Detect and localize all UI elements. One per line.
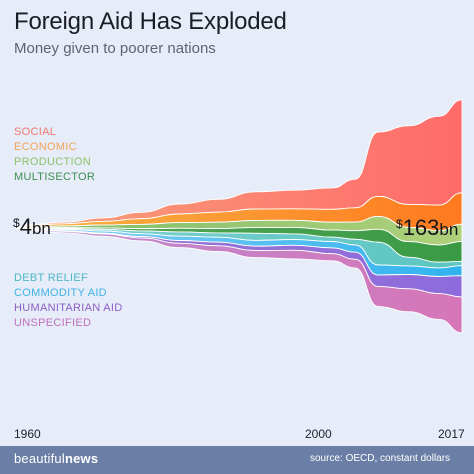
annotation-end-currency: $	[396, 217, 403, 231]
legend-item-economic: ECONOMIC	[14, 141, 77, 153]
annotation-end-value: $163bn	[396, 217, 458, 239]
legend-item-production: PRODUCTION	[14, 156, 91, 168]
source-note: source: OECD, constant dollars	[310, 453, 451, 464]
stream-layers	[14, 99, 463, 334]
footer-bar	[0, 446, 474, 474]
legend-bottom: DEBT RELIEF COMMODITY AID HUMANITARIAN A…	[14, 271, 123, 331]
annotation-start-unit: bn	[31, 219, 51, 238]
annotation-end-number: 163	[402, 215, 440, 240]
brand-left: beautiful	[14, 451, 65, 466]
legend-item-unspecified: UNSPECIFIED	[14, 317, 92, 329]
annotation-start-value: $4bn	[13, 216, 51, 238]
x-tick-2000: 2000	[305, 427, 332, 441]
legend-item-multisector: MULTISECTOR	[14, 171, 96, 183]
page-subtitle: Money given to poorer nations	[14, 40, 216, 57]
annotation-end-unit: bn	[439, 220, 459, 239]
page-title: Foreign Aid Has Exploded	[14, 8, 287, 35]
x-tick-2017: 2017	[438, 427, 465, 441]
annotation-start-number: 4	[19, 214, 32, 239]
brand-right: news	[64, 451, 99, 466]
stream-unspecified	[14, 227, 463, 334]
x-tick-1960: 1960	[14, 427, 41, 441]
legend-item-commodity-aid: COMMODITY AID	[14, 287, 107, 299]
legend-top: SOCIAL ECONOMIC PRODUCTION MULTISECTOR	[14, 125, 95, 185]
brand-logo: beautifulnews	[14, 451, 98, 466]
legend-item-social: SOCIAL	[14, 126, 57, 138]
legend-item-humanitarian-aid: HUMANITARIAN AID	[14, 302, 123, 314]
legend-item-debt-relief: DEBT RELIEF	[14, 272, 89, 284]
annotation-start-currency: $	[13, 216, 20, 230]
